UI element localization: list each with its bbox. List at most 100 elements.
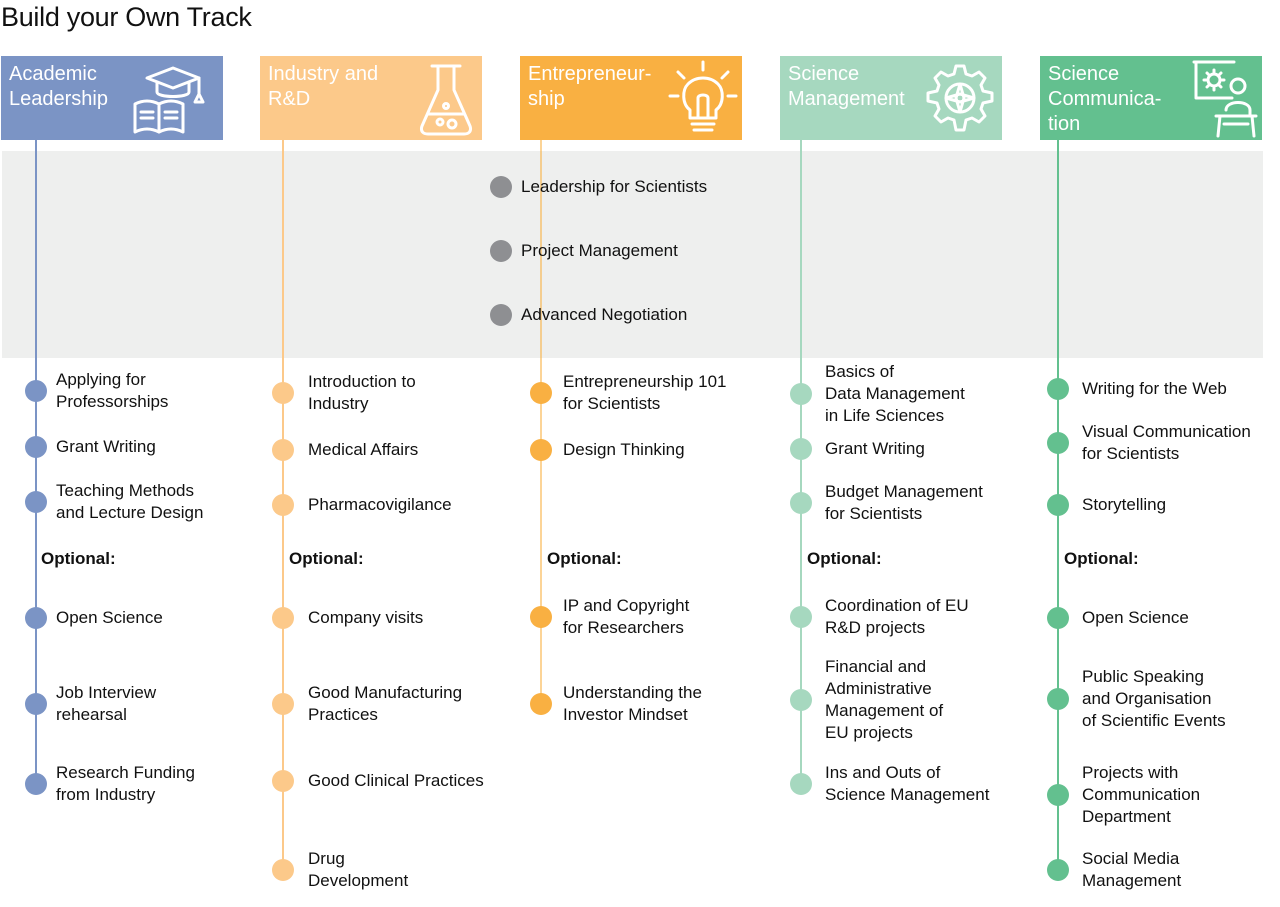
bullet-dot <box>272 382 294 404</box>
item-label: Design Thinking <box>563 440 685 459</box>
list-item[interactable]: Pharmacovigilance <box>272 494 452 516</box>
track-line-management <box>800 140 802 784</box>
bullet-dot <box>25 491 47 513</box>
track-header-academic[interactable]: Academic Leadership <box>1 56 223 140</box>
item-label: Understanding the Investor Mindset <box>563 683 702 724</box>
bullet-dot <box>1047 784 1069 806</box>
list-item[interactable]: Applying for Professorships <box>25 369 168 413</box>
bullet-dot <box>790 492 812 514</box>
item-label: Teaching Methods and Lecture Design <box>56 481 204 522</box>
bullet-dot <box>530 693 552 715</box>
list-item[interactable]: Job Interview rehearsal <box>25 682 156 726</box>
list-item[interactable]: Open Science <box>25 607 163 629</box>
core-item[interactable]: Project Management <box>490 240 678 262</box>
bullet-dot <box>490 304 512 326</box>
item-label: Job Interview rehearsal <box>56 683 157 724</box>
item-label: Good Clinical Practices <box>308 771 484 790</box>
item-label: IP and Copyright for Researchers <box>563 596 690 637</box>
item-label: Grant Writing <box>56 437 156 456</box>
list-item[interactable]: Drug Development <box>272 848 408 892</box>
item-label: Visual Communication for Scientists <box>1082 422 1251 463</box>
bullet-dot <box>272 607 294 629</box>
list-item[interactable]: Medical Affairs <box>272 439 418 461</box>
track-title: Entrepreneur- ship <box>528 63 652 110</box>
bullet-dot <box>272 439 294 461</box>
track-line-entrepreneurship <box>540 140 542 701</box>
item-label: Financial and Administrative Management … <box>825 657 944 742</box>
optional-label: Optional: <box>289 549 364 568</box>
list-item[interactable]: Grant Writing <box>25 436 156 458</box>
list-item[interactable]: Ins and Outs of Science Management <box>790 762 989 806</box>
item-label: Drug Development <box>308 849 409 890</box>
track-header-communication[interactable]: Science Communica- tion <box>1040 56 1262 140</box>
track-title: Academic Leadership <box>9 63 108 110</box>
list-item[interactable]: Design Thinking <box>530 439 685 461</box>
list-item[interactable]: Budget Management for Scientists <box>790 481 983 525</box>
list-item[interactable]: Coordination of EU R&D projects <box>790 595 969 639</box>
item-label: Company visits <box>308 608 424 627</box>
core-item[interactable]: Advanced Negotiation <box>490 304 687 326</box>
item-label: Research Funding from Industry <box>56 763 195 804</box>
list-item[interactable]: Good Clinical Practices <box>272 770 484 792</box>
track-title: Science Communica- tion <box>1048 63 1162 135</box>
list-item[interactable]: Writing for the Web <box>1047 378 1227 400</box>
list-item[interactable]: Grant Writing <box>790 438 925 460</box>
bullet-dot <box>490 240 512 262</box>
item-label: Grant Writing <box>825 439 925 458</box>
track-line-academic <box>35 140 37 784</box>
bullet-dot <box>25 380 47 402</box>
item-label: Good Manufacturing Practices <box>308 683 463 724</box>
bullet-dot <box>1047 859 1069 881</box>
bullet-dot <box>790 689 812 711</box>
list-item[interactable]: Financial and Administrative Management … <box>790 656 943 744</box>
list-item[interactable]: Understanding the Investor Mindset <box>530 682 702 726</box>
bullet-dot <box>490 176 512 198</box>
list-item[interactable]: Projects with Communication Department <box>1047 762 1200 828</box>
list-item[interactable]: Public Speaking and Organisation of Scie… <box>1047 666 1226 732</box>
item-label: Public Speaking and Organisation of Scie… <box>1082 667 1226 730</box>
bullet-dot <box>790 438 812 460</box>
track-header-entrepreneurship[interactable]: Entrepreneur- ship <box>520 56 742 140</box>
bullet-dot <box>530 606 552 628</box>
list-item[interactable]: IP and Copyright for Researchers <box>530 595 689 639</box>
optional-label: Optional: <box>41 549 116 568</box>
list-item[interactable]: Company visits <box>272 607 423 629</box>
item-label: Introduction to Industry <box>308 372 416 413</box>
bullet-dot <box>790 773 812 795</box>
item-label: Projects with Communication Department <box>1082 763 1201 826</box>
optional-label: Optional: <box>807 549 882 568</box>
list-item[interactable]: Basics of Data Management in Life Scienc… <box>790 361 965 427</box>
lightbulb-icon <box>668 60 738 132</box>
item-label: Medical Affairs <box>308 440 419 459</box>
bullet-dot <box>790 383 812 405</box>
item-label: Open Science <box>56 608 163 627</box>
item-label: Budget Management for Scientists <box>825 482 983 523</box>
list-item[interactable]: Good Manufacturing Practices <box>272 682 462 726</box>
list-item[interactable]: Entrepreneurship 101 for Scientists <box>530 371 727 415</box>
item-label: Pharmacovigilance <box>308 495 452 514</box>
list-item[interactable]: Introduction to Industry <box>272 371 416 415</box>
track-title: Industry and R&D <box>268 63 379 110</box>
bullet-dot <box>1047 378 1069 400</box>
bullet-dot <box>272 693 294 715</box>
bullet-dot <box>530 382 552 404</box>
list-item[interactable]: Open Science <box>1047 607 1189 629</box>
track-header-industry[interactable]: Industry and R&D <box>260 56 482 140</box>
list-item[interactable]: Teaching Methods and Lecture Design <box>25 480 203 524</box>
list-item[interactable]: Storytelling <box>1047 494 1166 516</box>
bullet-dot <box>25 436 47 458</box>
bullet-dot <box>25 693 47 715</box>
bullet-dot <box>1047 607 1069 629</box>
item-label: Ins and Outs of Science Management <box>825 763 990 804</box>
core-item[interactable]: Leadership for Scientists <box>490 176 707 198</box>
list-item[interactable]: Visual Communication for Scientists <box>1047 421 1251 465</box>
item-label: Social Media Management <box>1082 849 1182 890</box>
bullet-dot <box>790 606 812 628</box>
core-item-label: Leadership for Scientists <box>521 177 708 196</box>
item-label: Open Science <box>1082 608 1189 627</box>
flask-icon <box>420 64 472 136</box>
list-item[interactable]: Research Funding from Industry <box>25 762 195 806</box>
bullet-dot <box>25 607 47 629</box>
track-header-management[interactable]: Science Management <box>780 56 1002 140</box>
list-item[interactable]: Social Media Management <box>1047 848 1181 892</box>
